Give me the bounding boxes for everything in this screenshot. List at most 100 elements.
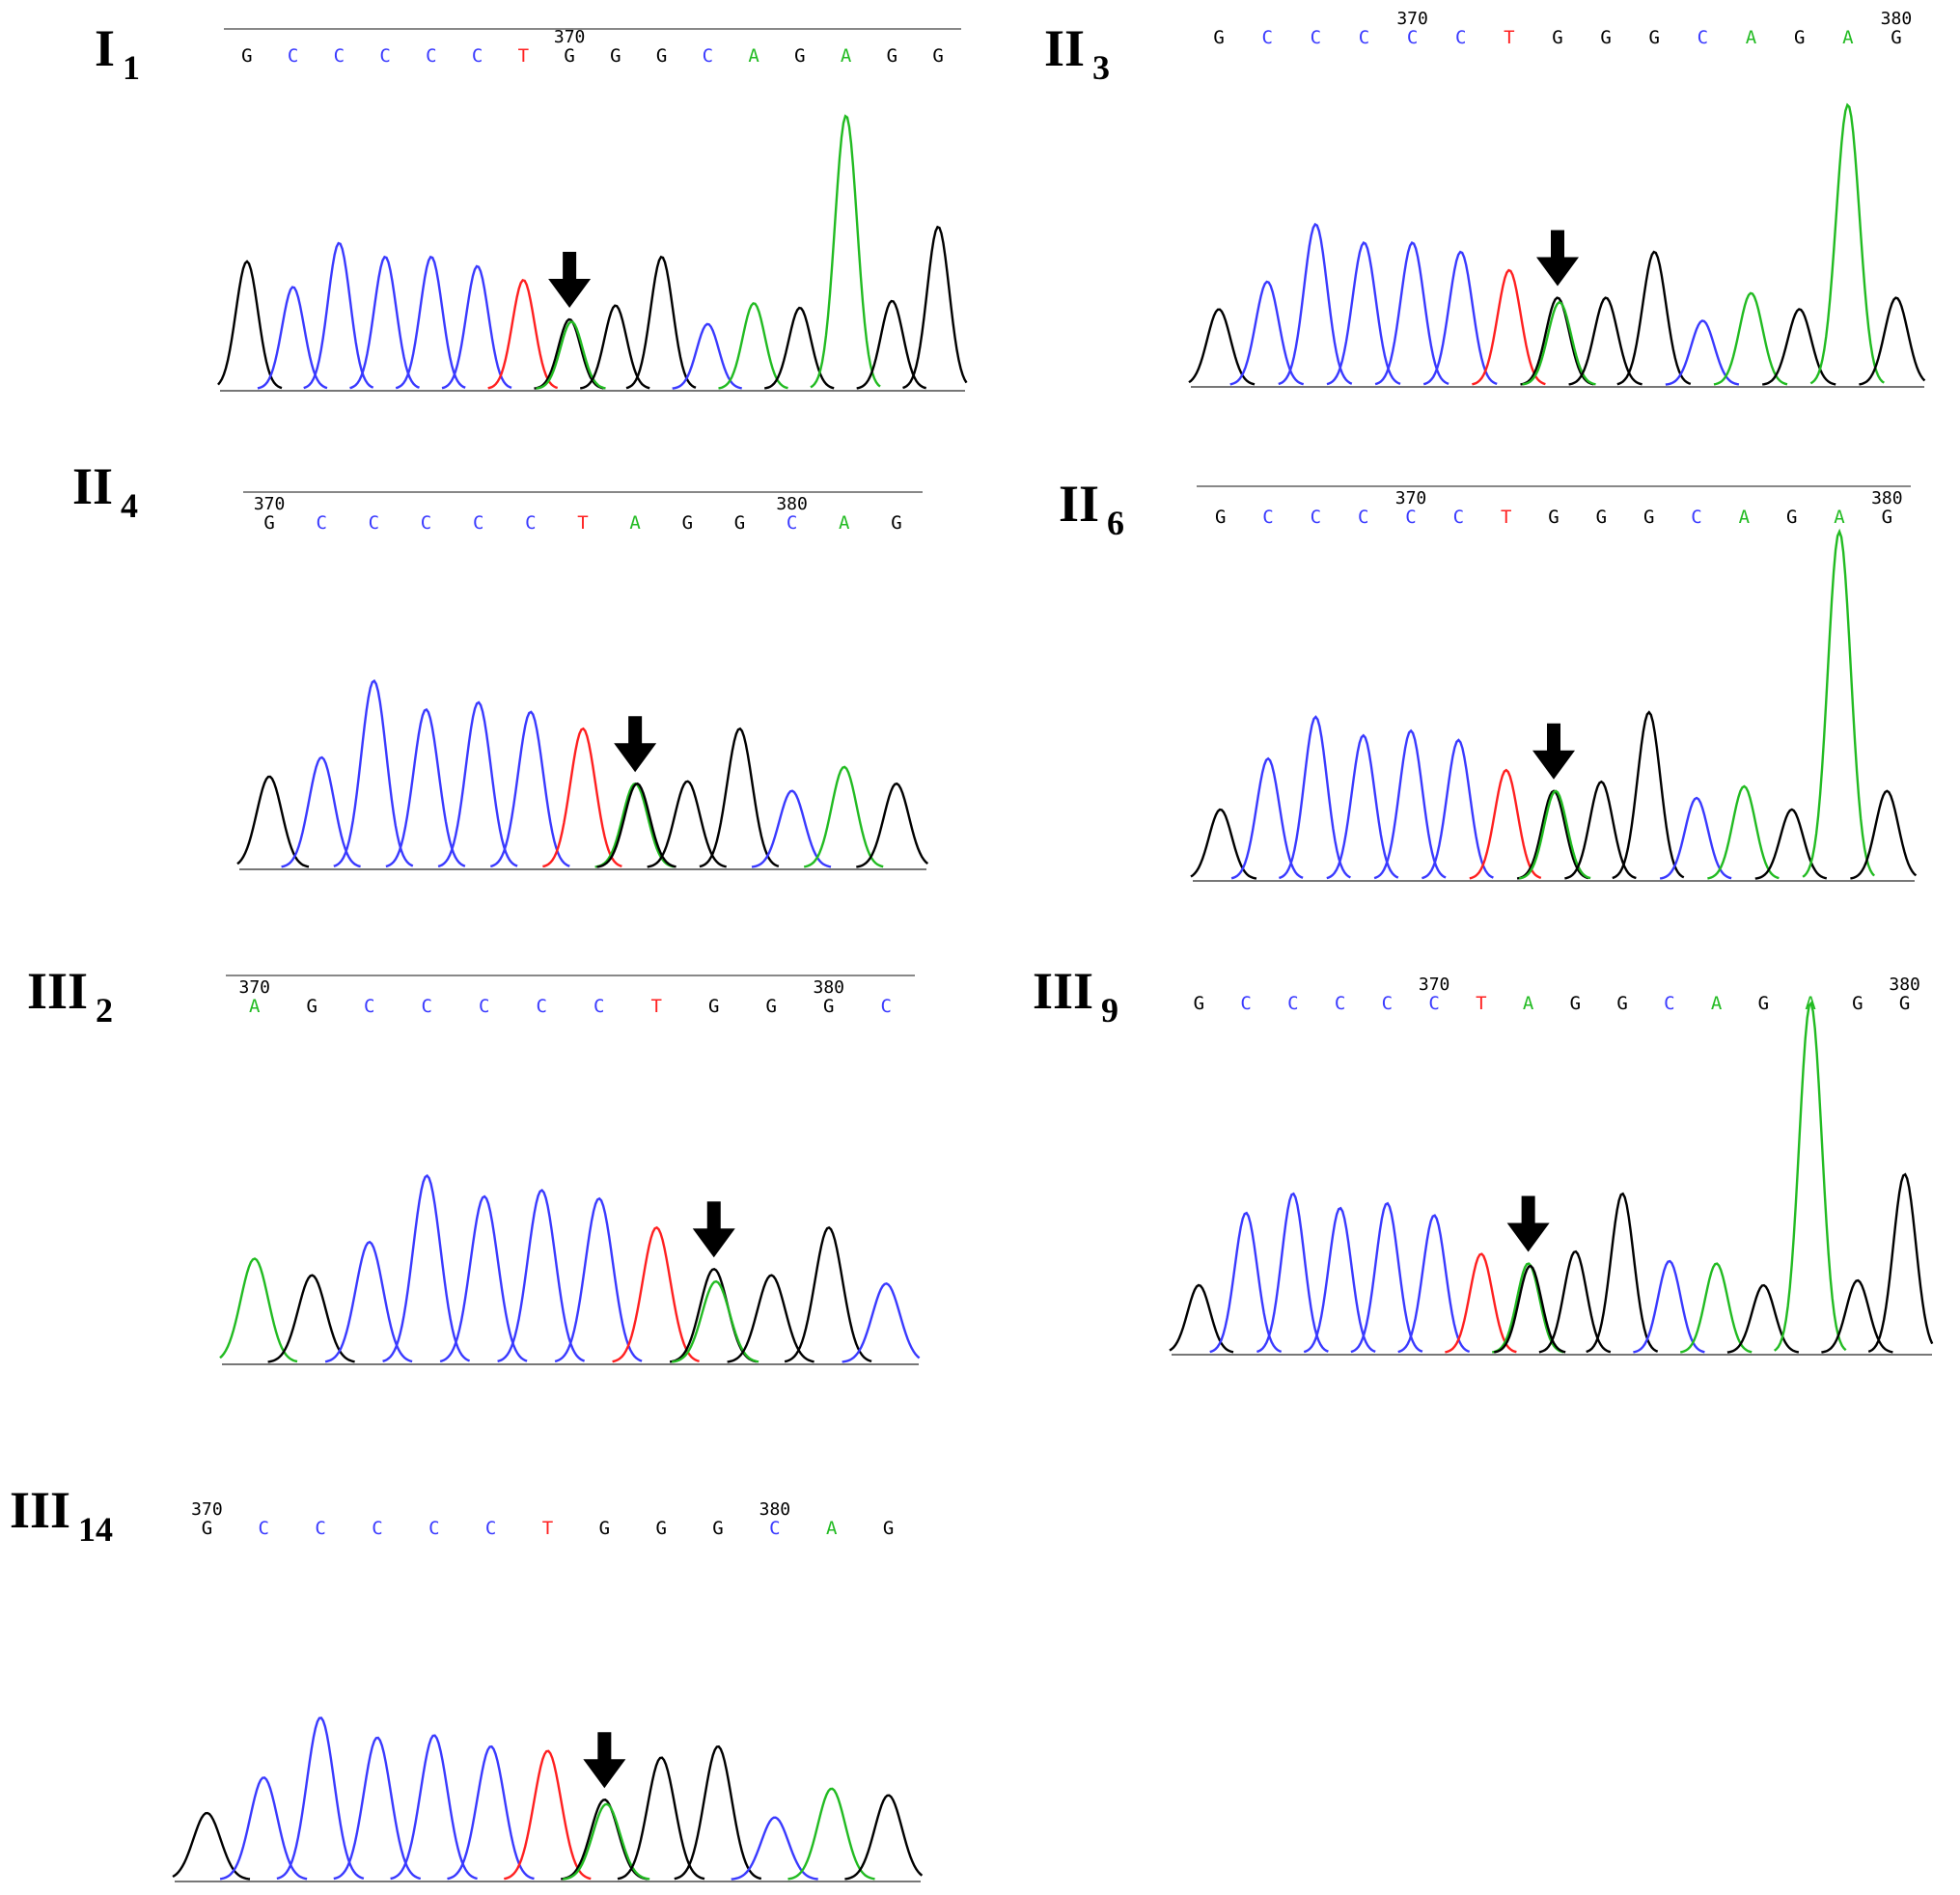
trace-peak [441,264,512,390]
position-label: 380 [813,977,844,998]
trace-peak [856,782,929,868]
base-call: C [1407,27,1418,48]
trace-peak [219,1776,308,1881]
trace-peak [1445,1252,1517,1354]
base-call: C [315,1518,325,1539]
trace-peak [1680,1262,1753,1354]
position-label: 370 [1395,488,1427,508]
trace-peak [1469,768,1542,880]
position-label: 380 [759,1499,791,1520]
base-call: A [1746,27,1757,48]
position-label: 380 [1889,975,1920,995]
base-call: C [525,512,536,534]
base-call: C [426,45,436,67]
trace-peak [1762,308,1836,386]
base-call: C [1335,993,1345,1014]
trace-peak [487,279,559,390]
trace-peak [1859,296,1926,386]
variant-arrow-icon [1532,723,1575,780]
trace-peak-secondary [563,1802,650,1881]
base-call: C [1261,27,1272,48]
base-call: G [1213,27,1224,48]
base-call: G [1215,507,1226,528]
trace-peak [554,1196,643,1363]
trace-peak [1773,1001,1847,1352]
trace-peak-secondary [536,320,606,390]
base-call: G [263,512,274,534]
variant-arrow-icon [548,252,592,308]
position-label: 370 [191,1499,223,1520]
trace-peak [1279,715,1351,880]
trace-peak [902,225,968,390]
trace-peak [1397,1214,1471,1354]
base-call: G [1786,507,1797,528]
trace-peak [647,780,727,868]
trace-peak [625,255,697,390]
panel-label: II 3 [1044,19,1110,87]
base-call: C [1428,993,1439,1014]
base-call: T [1504,27,1514,48]
variant-arrow-icon [1506,1195,1550,1252]
base-call: C [472,45,483,67]
panel-label: III 9 [1033,962,1118,1030]
base-call: A [249,996,261,1017]
base-call: C [421,512,431,534]
panel-III-2: III 2 A G C C C C C T G G G C 370 380 [27,962,921,1365]
trace-peak [561,1799,649,1881]
base-call: A [1523,993,1534,1014]
base-call: G [1649,27,1660,48]
trace-peak [1422,738,1494,880]
base-call: A [826,1518,838,1539]
base-call: G [766,996,777,1017]
base-call: C [1453,507,1464,528]
base-call: C [364,996,374,1017]
base-call: G [1548,507,1559,528]
base-call: C [1287,993,1298,1014]
base-call: A [1842,27,1854,48]
base-call: G [1552,27,1562,48]
variant-arrow-icon [583,1732,626,1789]
trace-peak [1188,308,1256,386]
trace-peak [1190,808,1257,880]
base-call: C [1382,993,1393,1014]
trace-peak [1821,1278,1893,1354]
base-call: C [288,45,298,67]
base-call: G [1899,993,1910,1014]
base-call: G [1570,993,1581,1014]
base-call: G [823,996,834,1017]
trace-peak [1538,1250,1612,1354]
base-call: A [1711,993,1723,1014]
base-call: G [1794,27,1805,48]
trace-peak [1169,1283,1234,1354]
base-call: C [473,512,483,534]
base-call: A [629,512,641,534]
base-call: C [1691,507,1701,528]
trace-peak [1373,728,1447,880]
trace-peak [1754,808,1828,880]
base-call: C [787,512,797,534]
trace-peak [803,765,884,868]
base-call: G [932,45,943,67]
base-call: C [1359,27,1369,48]
base-call: G [891,512,901,534]
panel-II-3: II 3 G C C C C C T G G G C A G A G 370 380 [1044,9,1926,388]
base-call: G [708,996,719,1017]
trace-peak [727,1274,814,1363]
trace-peak [333,679,414,867]
base-call: C [1240,993,1251,1014]
base-call: C [379,45,390,67]
base-call: T [542,1518,553,1539]
position-label: 370 [238,977,270,998]
base-call: G [1852,993,1863,1014]
base-call: C [1358,507,1368,528]
position-label: 370 [1396,9,1428,29]
trace-peak [1726,1283,1800,1354]
trace-peak [172,1811,251,1881]
base-call: G [599,1518,610,1539]
trace-peak [810,114,881,389]
trace-peak [1850,789,1918,880]
base-call: C [422,996,432,1017]
trace-peak [1586,1192,1659,1354]
